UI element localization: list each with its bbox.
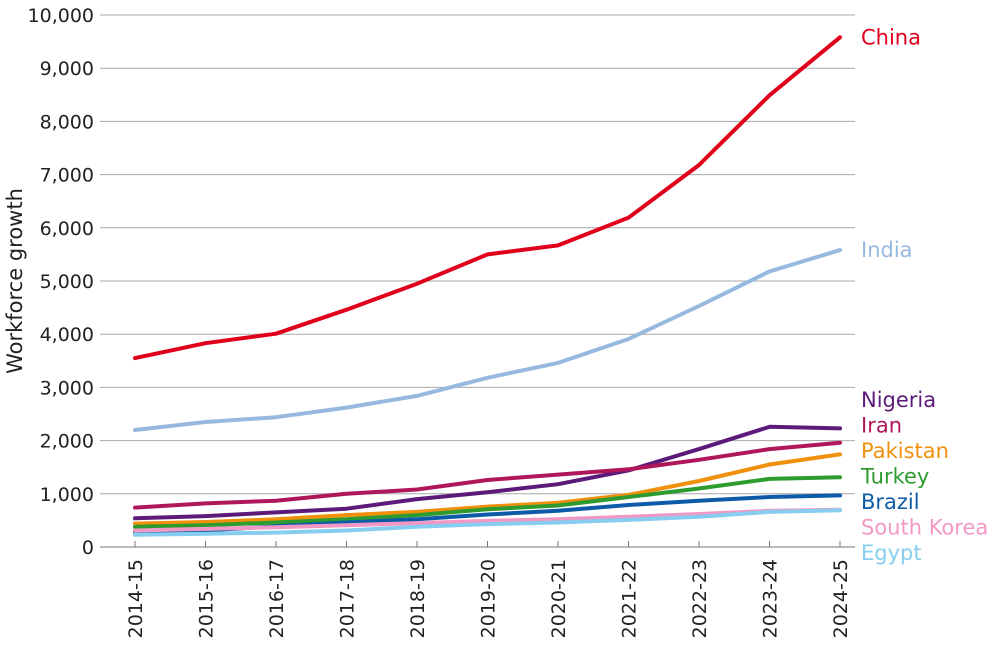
series-line-egypt xyxy=(133,508,842,537)
y-tick-label: 0 xyxy=(82,537,94,559)
y-tick-label: 1,000 xyxy=(40,484,94,506)
y-tick-label: 4,000 xyxy=(40,324,94,346)
series-line-pakistan xyxy=(133,452,842,526)
series-label-egypt: Egypt xyxy=(861,541,922,565)
x-tick-label: 2024-25 xyxy=(830,559,852,638)
series-label-nigeria: Nigeria xyxy=(861,388,936,412)
x-tick-label: 2022-23 xyxy=(689,559,711,638)
x-tick-label: 2019-20 xyxy=(478,559,500,638)
y-tick-label: 6,000 xyxy=(40,218,94,240)
x-tick-label: 2016-17 xyxy=(266,559,288,638)
series-lines xyxy=(133,35,842,537)
y-tick-label: 8,000 xyxy=(40,111,94,133)
series-line-nigeria xyxy=(133,424,842,521)
x-axis: 2014-15 2015-16 2016-17 2017-18 2018-19 2019-… xyxy=(125,559,852,638)
y-axis-label: Workforce growth xyxy=(3,188,27,374)
x-tick-label: 2014-15 xyxy=(125,559,147,638)
y-tick-label: 10,000 xyxy=(28,5,94,27)
x-tick-label: 2023-24 xyxy=(760,559,782,638)
series-label-china: China xyxy=(861,25,921,49)
series-line-south-korea xyxy=(133,507,842,533)
x-tick-label: 2018-19 xyxy=(407,559,429,638)
x-tick-label: 2015-16 xyxy=(196,559,218,638)
series-labels: China India NigeriaIranPakistanTurkeyBrazi… xyxy=(860,25,988,565)
series-label-south-korea: South Korea xyxy=(861,516,988,540)
series-line-india xyxy=(133,248,842,432)
y-axis-ticks: 0 1,000 2,000 3,000 4,000 5,000 6,000 7,000 8,00… xyxy=(28,5,94,559)
y-tick-label: 3,000 xyxy=(40,377,94,399)
x-tick-label: 2021-22 xyxy=(619,559,641,638)
y-tick-label: 5,000 xyxy=(40,271,94,293)
y-tick-label: 2,000 xyxy=(40,431,94,453)
series-label-india: India xyxy=(861,238,913,262)
series-label-pakistan: Pakistan xyxy=(861,439,949,463)
y-tick-label: 7,000 xyxy=(40,165,94,187)
series-label-iran: Iran xyxy=(861,414,902,438)
series-label-turkey: Turkey xyxy=(860,465,929,489)
series-line-iran xyxy=(133,440,842,510)
gridlines xyxy=(100,14,855,548)
series-label-brazil: Brazil xyxy=(861,490,920,514)
series-line-china xyxy=(133,35,842,361)
x-tick-label: 2017-18 xyxy=(337,559,359,638)
x-tick-label: 2020-21 xyxy=(548,559,570,638)
series-line-turkey xyxy=(133,475,842,529)
y-tick-label: 9,000 xyxy=(40,58,94,80)
